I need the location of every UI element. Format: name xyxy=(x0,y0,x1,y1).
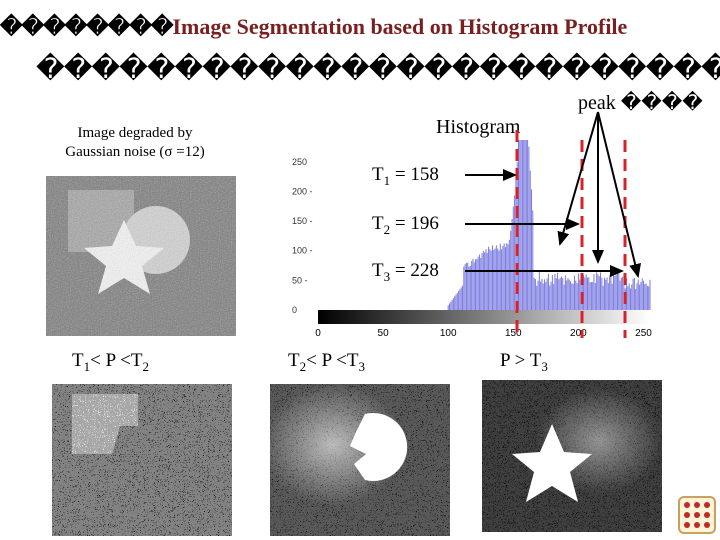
y-tick-label: 250 xyxy=(292,157,307,167)
segmented-image-2 xyxy=(270,384,450,536)
y-tick-label: 50 - xyxy=(292,275,308,285)
histogram-chart: 250 200 - 150 - 100 - 50 - 0 0 50 100 150 200 250 xyxy=(292,140,652,339)
result-label-2: T2< P <T3 xyxy=(288,350,366,374)
threshold-label-1: T1 = 158 xyxy=(372,164,439,188)
y-tick-label: 0 xyxy=(292,305,297,315)
threshold-label-2: T2 = 196 xyxy=(372,213,439,237)
segmented-image-1 xyxy=(52,384,232,536)
histogram-title: Histogram xyxy=(436,116,521,138)
slide-logo-badge xyxy=(678,496,716,534)
segmented-circle xyxy=(350,413,408,481)
result-label-1: T1< P <T2 xyxy=(72,350,150,374)
y-tick-label: 100 - xyxy=(292,246,313,256)
grayscale-bar xyxy=(318,310,650,324)
original-noisy-image xyxy=(46,176,236,336)
slide-subtitle: ���������������������������������� xyxy=(36,54,720,85)
x-tick-label: 200 xyxy=(570,328,587,339)
x-axis-ticks: 0 50 100 150 200 250 xyxy=(315,328,652,339)
peak-label: peak ���� xyxy=(578,92,703,114)
y-axis-ticks: 250 200 - 150 - 100 - 50 - 0 xyxy=(292,157,313,315)
x-tick-label: 150 xyxy=(505,328,522,339)
slide-title: ��������Image Segmentation based on Hist… xyxy=(0,14,720,40)
title-garbled-text: �������� xyxy=(0,14,173,39)
x-tick-label: 50 xyxy=(378,328,390,339)
histogram-bars xyxy=(447,140,651,310)
threshold-label-3: T3 = 228 xyxy=(372,260,439,284)
x-tick-label: 100 xyxy=(440,328,457,339)
x-tick-label: 250 xyxy=(635,328,652,339)
star-shape xyxy=(84,220,164,294)
caption-line-2: Gaussian noise (σ =12) xyxy=(65,144,205,160)
result-label-3: P > T3 xyxy=(500,350,548,374)
original-image-caption: Image degraded by Gaussian noise (σ =12) xyxy=(30,124,240,162)
x-tick-label: 0 xyxy=(315,328,321,339)
y-tick-label: 150 - xyxy=(292,216,313,226)
segmented-image-3 xyxy=(482,380,662,532)
title-text: Image Segmentation based on Histogram Pr… xyxy=(172,14,628,39)
y-tick-label: 200 - xyxy=(292,186,313,196)
segmented-star xyxy=(512,424,592,502)
caption-line-1: Image degraded by xyxy=(77,125,193,141)
